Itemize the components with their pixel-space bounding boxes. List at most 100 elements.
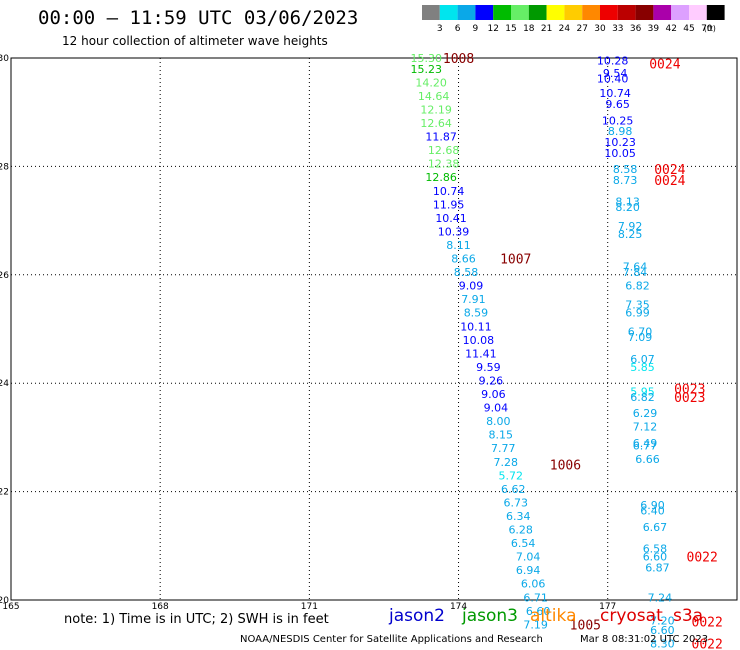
wave-height-label: 10.08	[463, 334, 495, 347]
time-stamp-label: 1005	[570, 618, 601, 633]
wave-height-label: 10.41	[435, 212, 467, 225]
color-scale-label: 3	[437, 24, 443, 34]
lat-tick-label: 24	[0, 379, 9, 389]
wave-height-label: 7.19	[523, 618, 548, 631]
color-scale-label: 42	[665, 24, 676, 34]
color-scale-label: 15	[505, 24, 516, 34]
color-scale-swatch	[422, 5, 440, 20]
wave-height-label: 8.20	[615, 201, 640, 214]
wave-height-label: 11.95	[433, 198, 465, 211]
wave-height-label: 9.54	[603, 67, 628, 80]
time-stamp-label: 1008	[443, 52, 474, 67]
wave-height-label: 7.09	[628, 331, 653, 344]
lat-tick-label: 20	[0, 596, 9, 606]
time-stamp-label: 0024	[649, 57, 680, 72]
color-scale-swatch	[511, 5, 529, 20]
color-scale-label: 39	[648, 24, 660, 34]
wave-height-label: 10.74	[433, 185, 465, 198]
wave-height-label: 10.23	[604, 136, 636, 149]
wave-height-label: 5.85	[630, 361, 655, 374]
wave-height-label: 6.06	[521, 578, 546, 591]
lat-tick-label: 22	[0, 488, 9, 498]
color-scale-swatch	[457, 5, 476, 20]
color-scale-label: 12	[487, 24, 498, 34]
wave-height-label: 8.59	[464, 307, 489, 320]
color-scale-unit: (ft)	[704, 24, 716, 33]
wave-height-label: 12.86	[425, 171, 457, 184]
wave-height-label: 6.58	[643, 543, 668, 556]
wave-height-label: 8.15	[489, 429, 514, 442]
wave-height-label: 7.84	[623, 266, 648, 279]
wave-height-label: 10.28	[597, 55, 629, 68]
lon-tick-label: 171	[301, 602, 318, 612]
wave-height-label: 10.40	[597, 73, 629, 86]
wave-height-label: 6.60	[643, 551, 668, 564]
wave-height-label: 6.99	[625, 307, 650, 320]
color-scale-label: 33	[612, 24, 623, 34]
wave-height-label: 14.20	[415, 76, 447, 89]
color-scale-swatch	[546, 5, 565, 20]
time-stamp-label: 1006	[550, 459, 581, 474]
map-subtitle: 12 hour collection of altimeter wave hei…	[62, 34, 328, 48]
color-scale-label: 24	[559, 24, 571, 34]
wave-height-label: 7.64	[623, 261, 648, 274]
time-stamp-label: 0024	[654, 163, 685, 178]
wave-height-label: 6.60	[650, 624, 675, 637]
wave-height-label: 12.19	[420, 103, 452, 116]
wave-height-label: 6.82	[630, 391, 655, 404]
color-scale-swatch	[635, 5, 654, 20]
wave-height-label: 15.23	[410, 63, 442, 76]
wave-height-label: 8.13	[615, 196, 640, 209]
wave-height-label: 8.66	[451, 253, 476, 266]
wave-height-label: 8.58	[613, 163, 638, 176]
wave-height-label: 6.28	[508, 524, 533, 537]
wave-height-label: 6.29	[633, 407, 658, 420]
wave-height-label: 12.38	[428, 158, 460, 171]
color-scale-label: 6	[455, 24, 461, 34]
wave-height-label: 6.54	[511, 537, 536, 550]
wave-height-label: 6.07	[630, 353, 655, 366]
wave-height-label: 12.68	[428, 144, 460, 157]
wave-height-label: 6.40	[640, 505, 665, 518]
time-stamp-label: 0022	[692, 637, 723, 650]
color-scale-swatch	[439, 5, 458, 20]
time-stamp-label: 0022	[687, 551, 718, 566]
wave-height-label: 7.04	[516, 551, 541, 564]
wave-height-label: 10.25	[602, 114, 634, 127]
wave-height-label: 9.26	[479, 374, 504, 387]
wave-height-label: 6.34	[506, 510, 531, 523]
wave-height-label: 6.70	[628, 326, 653, 339]
wave-height-label: 10.39	[438, 225, 470, 238]
color-scale-swatch	[689, 5, 707, 20]
time-stamp-label: 0022	[692, 616, 723, 631]
color-scale-swatch	[493, 5, 511, 20]
lon-tick-label: 177	[599, 602, 616, 612]
lat-tick-label: 26	[0, 271, 9, 281]
time-stamp-label: 0024	[654, 174, 685, 189]
credit-line: NOAA/NESDIS Center for Satellite Applica…	[240, 634, 543, 645]
wave-height-label: 14.64	[418, 90, 450, 103]
wave-height-label: 7.92	[618, 220, 643, 233]
satellite-s3a: s3a	[673, 606, 704, 626]
wave-height-label: 9.59	[476, 361, 501, 374]
color-scale-swatch	[653, 5, 672, 20]
wave-height-label: 9.04	[484, 402, 509, 415]
map-title: 00:00 – 11:59 UTC 03/06/2023	[38, 7, 359, 29]
wave-height-label: 6.49	[633, 437, 658, 450]
color-scale-label: 70	[701, 24, 713, 34]
wave-height-label: 6.94	[516, 564, 541, 577]
color-scale-label: 18	[523, 24, 535, 34]
wave-height-label: 6.73	[503, 496, 528, 509]
wave-height-label: 6.67	[643, 521, 668, 534]
color-scale-label: 21	[541, 24, 552, 34]
wave-height-label: 9.09	[459, 280, 484, 293]
map-frame	[10, 57, 738, 601]
color-scale-swatch	[582, 5, 600, 20]
wave-height-label: 15.30	[410, 52, 442, 65]
wave-height-label: 8.58	[454, 266, 479, 279]
lon-tick-label: 168	[152, 602, 169, 612]
created-timestamp: Mar 8 08:31:02 UTC 2023	[580, 634, 709, 645]
color-scale-label: 30	[594, 24, 606, 34]
color-scale-swatch	[528, 5, 547, 20]
